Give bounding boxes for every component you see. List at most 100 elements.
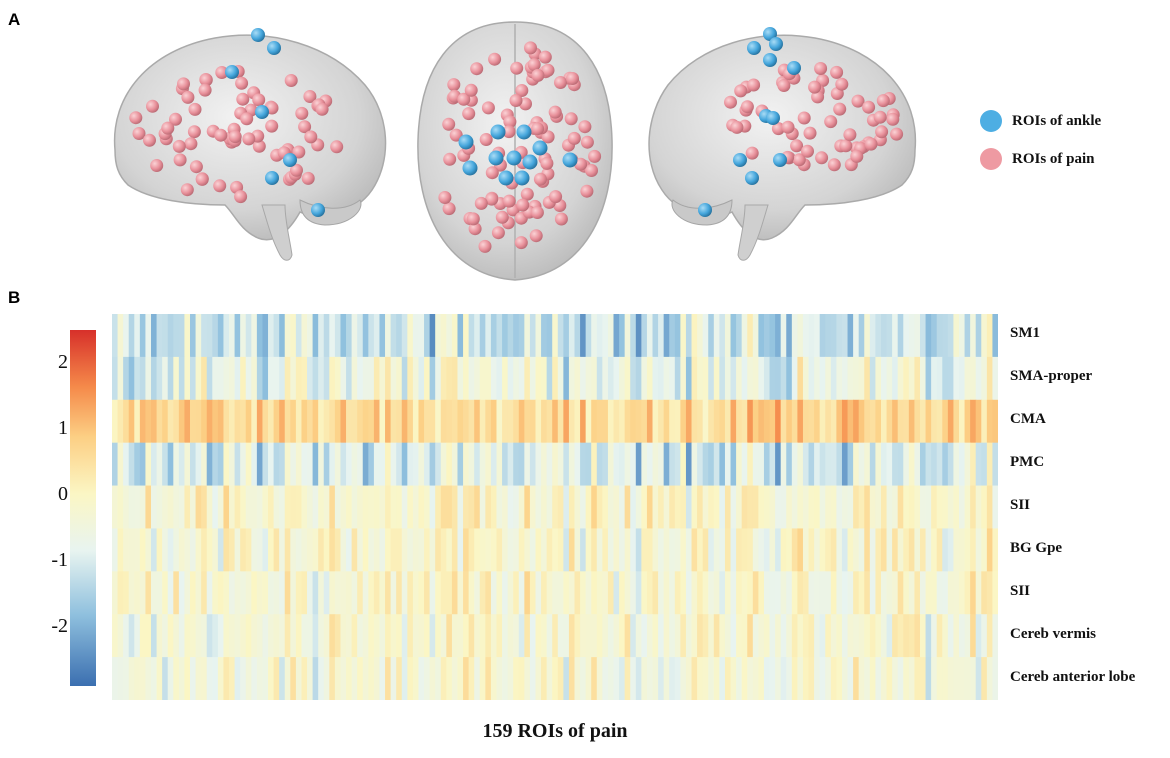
heatmap-cell	[273, 356, 280, 401]
heatmap-cell	[368, 657, 375, 700]
heatmap-cell	[619, 356, 626, 401]
heatmap-cell	[357, 314, 364, 358]
heatmap-cell	[747, 485, 754, 530]
heatmap-cell	[897, 657, 904, 700]
heatmap-cell	[986, 356, 994, 401]
heatmap-cell	[975, 657, 982, 700]
heatmap-cell	[206, 442, 213, 487]
heatmap-cell	[407, 657, 414, 700]
heatmap-cell	[541, 528, 548, 572]
heatmap-cell	[351, 657, 358, 700]
heatmap-cell	[167, 657, 174, 700]
heatmap-cell	[418, 356, 425, 401]
roi-pain-sphere	[303, 90, 317, 103]
heatmap-cell	[619, 571, 626, 615]
heatmap-cell	[791, 442, 798, 487]
roi-pain-sphere	[470, 62, 484, 76]
heatmap-cell	[474, 571, 481, 615]
roi-pain-sphere	[485, 192, 499, 206]
heatmap-cell	[736, 314, 743, 358]
roi-pain-sphere	[464, 83, 478, 97]
roi-pain-sphere	[814, 62, 828, 75]
heatmap-cell	[652, 399, 659, 444]
heatmap-cell	[401, 528, 408, 572]
heatmap-cell	[880, 442, 888, 487]
heatmap-cell	[212, 442, 219, 487]
roi-ankle-sphere	[516, 124, 532, 140]
heatmap-cell	[708, 614, 715, 658]
heatmap-cell	[301, 399, 308, 444]
heatmap-cell	[864, 614, 871, 658]
heatmap-cell	[763, 657, 771, 700]
heatmap-cell	[830, 614, 837, 658]
heatmap-cell	[340, 314, 347, 358]
heatmap-cell	[468, 528, 475, 572]
heatmap-cell	[513, 314, 520, 358]
heatmap-cell	[385, 485, 392, 530]
heatmap-cell	[217, 528, 225, 572]
heatmap-cell	[903, 614, 910, 658]
heatmap-cell	[802, 399, 810, 444]
roi-pain-sphere	[295, 106, 309, 120]
heatmap-cell	[435, 314, 442, 358]
heatmap-cell	[212, 614, 219, 658]
heatmap-cell	[284, 356, 291, 401]
heatmap-cell	[658, 314, 665, 358]
roi-pain-sphere	[527, 58, 541, 72]
heatmap-cell	[931, 399, 938, 444]
heatmap-cell	[195, 614, 202, 658]
heatmap-cell	[730, 314, 737, 358]
heatmap-cell	[485, 356, 492, 401]
heatmap-cell	[340, 485, 347, 530]
roi-pain-sphere	[146, 99, 159, 113]
heatmap-cell	[635, 314, 642, 358]
roi-pain-sphere	[132, 127, 146, 140]
heatmap-cell	[279, 356, 286, 401]
heatmap-cell	[825, 571, 832, 615]
heatmap-cell	[440, 485, 447, 530]
heatmap-cell	[479, 657, 486, 700]
heatmap-cell	[357, 442, 364, 487]
heatmap-cell	[919, 356, 927, 401]
heatmap-cell	[992, 614, 998, 658]
roi-pain-sphere	[252, 139, 266, 153]
panel-label-b: B	[8, 288, 21, 307]
heatmap-cell	[407, 442, 414, 487]
heatmap-cell	[780, 314, 787, 358]
heatmap-cell	[981, 571, 988, 615]
heatmap-cell	[585, 657, 592, 700]
heatmap-cell	[663, 356, 670, 401]
heatmap-cell	[775, 314, 782, 358]
heatmap-cell	[981, 399, 988, 444]
heatmap-cell	[919, 528, 927, 572]
heatmap-cell	[797, 356, 804, 401]
heatmap-cell	[903, 442, 910, 487]
heatmap-cell	[630, 657, 637, 700]
heatmap-cell	[975, 485, 982, 530]
heatmap-cell	[340, 571, 347, 615]
heatmap-cell	[357, 614, 364, 658]
heatmap-cell	[936, 528, 943, 572]
heatmap-cell	[808, 356, 815, 401]
roi-pain-sphere	[173, 153, 187, 167]
heatmap-cell	[552, 657, 559, 700]
heatmap-cell	[446, 571, 453, 615]
heatmap-cell	[691, 614, 698, 658]
heatmap-cell	[652, 657, 659, 700]
heatmap-cell	[145, 571, 152, 615]
heatmap-cell	[630, 614, 637, 658]
roi-pain-sphere	[240, 112, 254, 126]
heatmap-cell	[479, 399, 486, 444]
heatmap-cell	[880, 314, 888, 358]
heatmap-cell	[591, 571, 598, 615]
heatmap-cell	[139, 571, 147, 615]
heatmap-cell	[775, 657, 782, 700]
heatmap-cell	[424, 356, 431, 401]
heatmap-cell	[362, 657, 369, 700]
heatmap-cell	[919, 314, 927, 358]
heatmap-cell	[791, 314, 798, 358]
heatmap-cell	[864, 485, 871, 530]
heatmap-cell	[624, 356, 631, 401]
heatmap-cell	[151, 571, 158, 615]
heatmap-cell	[167, 356, 174, 401]
